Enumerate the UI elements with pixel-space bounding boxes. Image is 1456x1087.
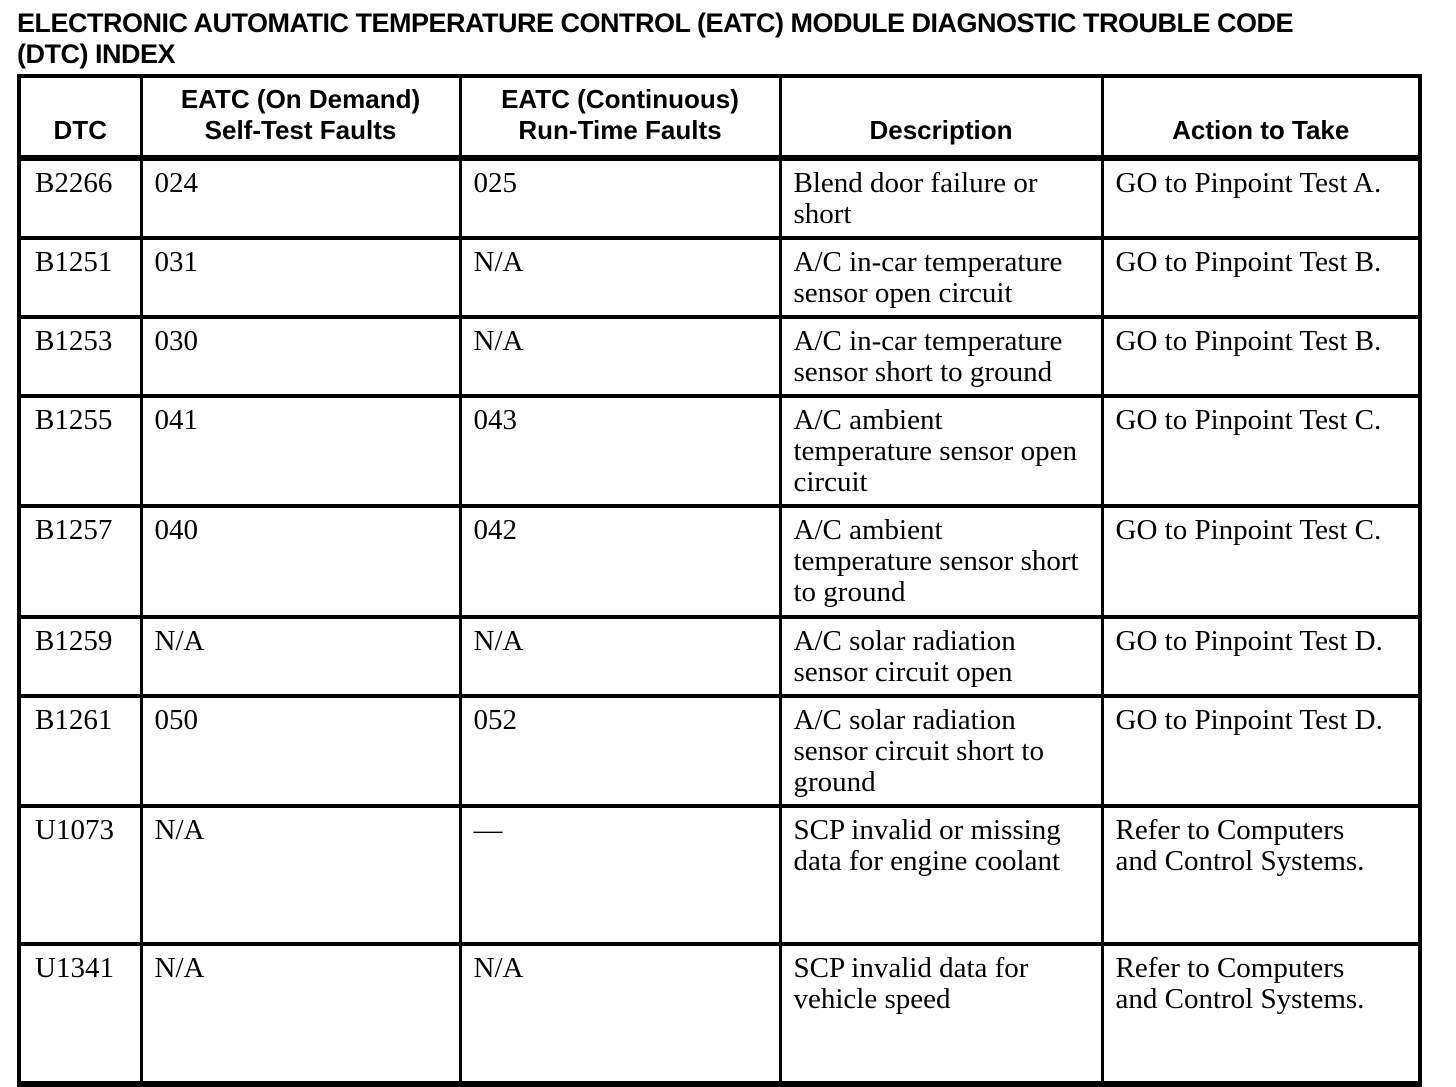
on-demand-fault-cell: 031 (139, 236, 462, 319)
continuous-fault-cell: 025 (458, 156, 782, 240)
description-cell: Blend door failure or short (778, 156, 1104, 240)
dtc-cell: B2266 (17, 156, 143, 240)
dtc-cell: B1257 (17, 504, 143, 619)
dtc-cell: B1261 (17, 694, 143, 808)
table-row: B2266 024 025 Blend door failure or shor… (17, 156, 1422, 240)
table-row: B1259 N/A N/A A/C solar radiation sensor… (17, 615, 1422, 698)
column-header-dtc: DTC (17, 74, 143, 161)
action-cell: GO to Pinpoint Test B. (1100, 236, 1422, 319)
table-row: U1341 N/A N/A SCP invalid data for vehic… (17, 942, 1422, 1086)
action-cell: GO to Pinpoint Test C. (1100, 504, 1422, 619)
action-cell: GO to Pinpoint Test D. (1100, 694, 1422, 808)
description-cell: SCP invalid data for vehicle speed (778, 942, 1104, 1086)
dtc-cell: B1255 (17, 394, 143, 508)
dtc-cell: B1251 (17, 236, 143, 319)
table-row: B1261 050 052 A/C solar radiation sensor… (17, 694, 1422, 808)
description-cell: A/C ambient temperature sensor short to … (778, 504, 1104, 619)
description-cell: A/C solar radiation sensor circuit short… (778, 694, 1104, 808)
action-cell: GO to Pinpoint Test A. (1100, 156, 1422, 240)
on-demand-fault-cell: N/A (139, 942, 462, 1086)
action-cell: GO to Pinpoint Test C. (1100, 394, 1422, 508)
dtc-cell: B1253 (17, 315, 143, 398)
action-cell: Refer to Computers and Control Systems. (1100, 942, 1422, 1086)
continuous-fault-cell: N/A (458, 236, 782, 319)
continuous-fault-cell: N/A (458, 942, 782, 1086)
description-cell: A/C ambient temperature sensor open circ… (778, 394, 1104, 508)
continuous-fault-cell: 052 (458, 694, 782, 808)
column-header-description: Description (778, 74, 1104, 161)
description-cell: A/C in-car temperature sensor short to g… (778, 315, 1104, 398)
continuous-fault-cell: N/A (458, 315, 782, 398)
continuous-fault-cell: N/A (458, 615, 782, 698)
dtc-cell: U1073 (17, 804, 143, 946)
description-cell: SCP invalid or missing data for engine c… (778, 804, 1104, 946)
description-cell: A/C in-car temperature sensor open circu… (778, 236, 1104, 319)
on-demand-fault-cell: 041 (139, 394, 462, 508)
dtc-index-table: DTC EATC (On Demand) Self-Test Faults EA… (17, 74, 1422, 1087)
table-row: U1073 N/A — SCP invalid or missing data … (17, 804, 1422, 946)
table-row: B1255 041 043 A/C ambient temperature se… (17, 394, 1422, 508)
table-header-row: DTC EATC (On Demand) Self-Test Faults EA… (17, 74, 1422, 161)
description-cell: A/C solar radiation sensor circuit open (778, 615, 1104, 698)
column-header-action: Action to Take (1100, 74, 1422, 161)
continuous-fault-cell: 042 (458, 504, 782, 619)
on-demand-fault-cell: 024 (139, 156, 462, 240)
table-row: B1257 040 042 A/C ambient temperature se… (17, 504, 1422, 619)
continuous-fault-cell: 043 (458, 394, 782, 508)
on-demand-fault-cell: 030 (139, 315, 462, 398)
on-demand-fault-cell: 040 (139, 504, 462, 619)
column-header-continuous-faults: EATC (Continuous) Run-Time Faults (458, 74, 782, 161)
on-demand-fault-cell: 050 (139, 694, 462, 808)
column-header-on-demand-faults: EATC (On Demand) Self-Test Faults (139, 74, 462, 161)
page-title: ELECTRONIC AUTOMATIC TEMPERATURE CONTROL… (17, 8, 1293, 69)
continuous-fault-cell: — (458, 804, 782, 946)
dtc-cell: U1341 (17, 942, 143, 1086)
table-row: B1253 030 N/A A/C in-car temperature sen… (17, 315, 1422, 398)
table-row: B1251 031 N/A A/C in-car temperature sen… (17, 236, 1422, 319)
on-demand-fault-cell: N/A (139, 615, 462, 698)
on-demand-fault-cell: N/A (139, 804, 462, 946)
action-cell: GO to Pinpoint Test B. (1100, 315, 1422, 398)
dtc-cell: B1259 (17, 615, 143, 698)
action-cell: GO to Pinpoint Test D. (1100, 615, 1422, 698)
action-cell: Refer to Computers and Control Systems. (1100, 804, 1422, 946)
